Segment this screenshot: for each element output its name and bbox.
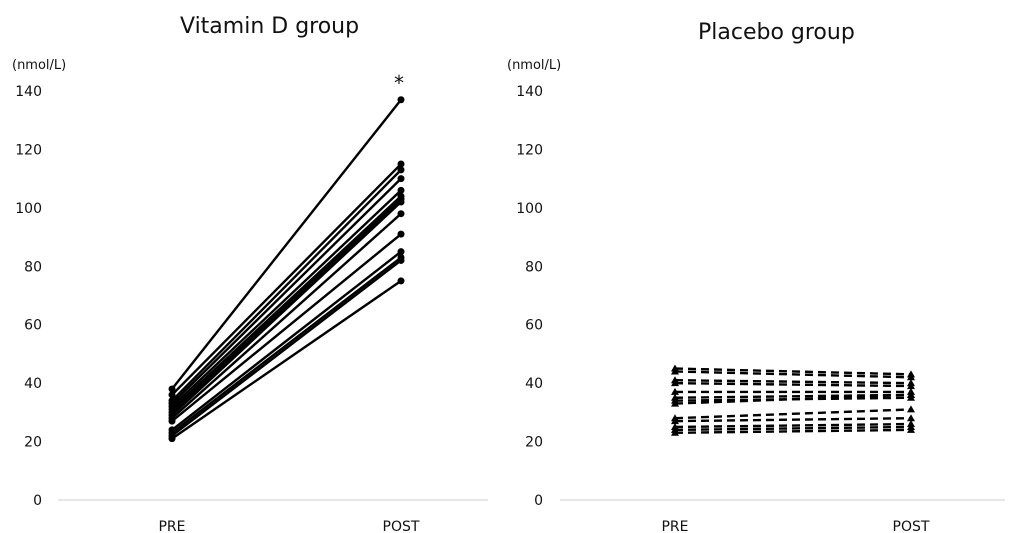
series-line [171,169,402,402]
y-axis-unit: (nmol/L) [12,58,67,73]
chart-title: Vitamin D group [180,14,360,39]
data-series [671,387,915,395]
y-tick-label: 100 [15,201,42,217]
series-line [171,256,402,434]
data-series [168,254,405,437]
x-category-label: PRE [158,519,185,533]
series-line [674,367,912,376]
y-tick-label: 40 [525,376,543,392]
data-series [168,175,405,408]
series-line [171,212,402,420]
data-series [168,230,405,425]
data-series [168,96,405,393]
series-line [171,99,402,390]
series-line [674,408,912,420]
series-line [171,195,402,411]
series-line [674,425,912,432]
data-point [907,405,915,413]
series-line [171,189,402,408]
data-series [671,425,915,436]
data-point [907,414,915,422]
data-point [397,186,405,194]
vitamin-d-chart: 0 20 40 60 80 100 120 140 PRE POST * [15,71,488,533]
y-tick-label: 140 [516,84,543,100]
series-line [171,177,402,405]
series-line [674,417,912,423]
placebo-panel: Placebo group (nmol/L) 0 20 40 60 80 100 120 14… [505,0,1015,533]
y-tick-label: 0 [534,493,543,509]
y-tick-label: 20 [525,435,543,451]
y-tick-label: 100 [516,201,543,217]
series-line [171,259,402,437]
series-line [674,428,912,435]
data-series [671,367,915,381]
y-tick-label: 80 [525,259,543,275]
data-series [671,379,915,390]
data-point [671,387,679,395]
y-tick-label: 120 [15,142,42,158]
series-line [171,279,402,440]
placebo-chart: 0 20 40 60 80 100 120 140 PRE POST [516,84,1005,533]
x-category-label: POST [893,519,930,533]
data-point [168,385,176,393]
data-point [907,382,915,390]
data-series [168,195,405,416]
data-point [671,399,679,407]
data-series [671,390,915,407]
data-series [168,277,405,443]
data-point [168,435,176,443]
y-axis-unit: (nmol/L) [507,58,562,73]
data-point [397,210,405,218]
data-point [671,367,679,375]
y-tick-label: 80 [24,259,42,275]
data-series [168,186,405,411]
data-point [168,391,176,399]
series-line [171,163,402,396]
series-line [171,201,402,417]
chart-title: Placebo group [698,20,855,45]
y-tick-label: 120 [516,142,543,158]
data-point [671,417,679,425]
data-point [397,96,405,104]
series-line [674,393,912,405]
data-point [907,373,915,381]
data-series [168,198,405,419]
data-point [397,166,405,174]
data-point [671,428,679,436]
significance-marker: * [394,71,404,95]
series-line [674,370,912,379]
data-series [168,160,405,399]
series-line [674,381,912,388]
data-point [671,379,679,387]
data-point [397,248,405,256]
x-category-label: PRE [661,519,688,533]
data-series [671,414,915,425]
series-line [171,250,402,431]
data-point [397,256,405,264]
data-point [397,160,405,168]
y-tick-label: 20 [24,435,42,451]
data-point [397,175,405,183]
data-point [907,390,915,398]
y-tick-label: 60 [525,318,543,334]
data-point [397,198,405,206]
data-series [168,248,405,434]
data-point [907,425,915,433]
series-line [171,198,402,414]
x-category-label: POST [383,519,420,533]
data-point [397,230,405,238]
series-line [674,422,912,429]
series-line [171,233,402,423]
data-point [168,417,176,425]
data-series [168,210,405,422]
data-point [397,277,405,285]
y-tick-label: 0 [33,493,42,509]
vitamin-d-panel: Vitamin D group (nmol/L) 0 20 40 60 80 100 120… [0,0,500,533]
y-tick-label: 140 [15,84,42,100]
series-line [674,379,912,385]
y-tick-label: 40 [24,376,42,392]
y-tick-label: 60 [24,318,42,334]
